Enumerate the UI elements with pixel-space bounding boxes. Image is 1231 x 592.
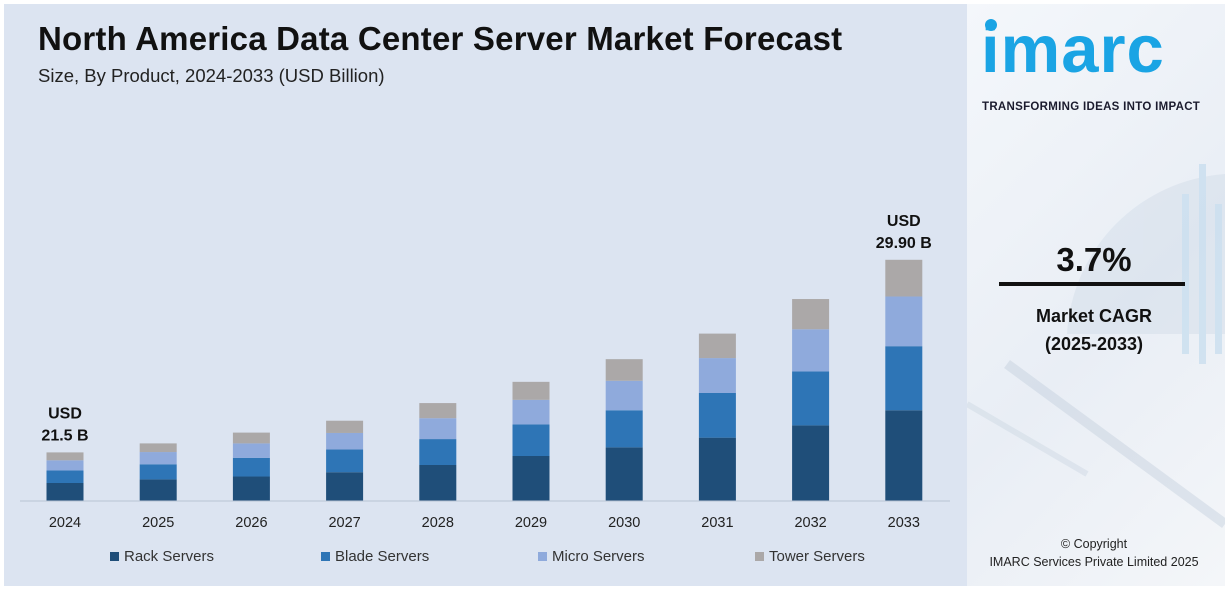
cagr-label-line2: (2025-2033) xyxy=(1044,334,1144,354)
legend-label: Rack Servers xyxy=(124,548,215,565)
x-tick-label-2032: 2032 xyxy=(794,515,826,531)
cagr-label: Market CAGR (2025-2033) xyxy=(967,302,1221,358)
logo-dot xyxy=(985,19,997,31)
brand-panel: imarc TRANSFORMING IDEAS INTO IMPACT 3.7… xyxy=(967,4,1225,586)
legend-label: Tower Servers xyxy=(769,548,865,565)
bar-segment-blade-servers-2026 xyxy=(232,457,270,477)
bar-segment-micro-servers-2027 xyxy=(326,432,364,450)
bar-segment-rack-servers-2030 xyxy=(605,447,643,501)
bar-segment-tower-servers-2031 xyxy=(698,333,736,359)
legend-swatch xyxy=(321,552,330,561)
chart-legend: Rack Servers Blade Servers Micro Servers To… xyxy=(110,548,955,565)
cagr-value: 3.7% xyxy=(1056,241,1132,278)
annotation-label-2024-line2: 21.5 B xyxy=(41,427,88,444)
bar-segment-micro-servers-2031 xyxy=(698,358,736,393)
legend-item-micro-servers: Micro Servers xyxy=(538,548,755,565)
stacked-bar-chart: 2024 2025 2026 2027 2028 2029 2030 2031 2032 2033… xyxy=(20,213,950,531)
x-tick-label-2029: 2029 xyxy=(515,515,547,531)
decorative-background-graphic xyxy=(967,164,1225,529)
bar-segment-blade-servers-2032 xyxy=(792,371,830,426)
legend-swatch xyxy=(755,552,764,561)
bar-segment-tower-servers-2027 xyxy=(326,420,364,433)
legend-label: Blade Servers xyxy=(335,548,430,565)
x-tick-label-2028: 2028 xyxy=(422,515,454,531)
bar-segment-blade-servers-2025 xyxy=(139,464,177,480)
x-tick-label-2031: 2031 xyxy=(701,515,733,531)
chart-subtitle: Size, By Product, 2024-2033 (USD Billion… xyxy=(38,65,385,86)
bar-segment-tower-servers-2032 xyxy=(792,299,830,330)
bar-segment-blade-servers-2030 xyxy=(605,410,643,448)
chart-title: North America Data Center Server Market … xyxy=(38,20,843,57)
bar-segment-tower-servers-2026 xyxy=(232,432,270,444)
annotation-label-2033-line1: USD xyxy=(887,213,921,230)
legend-swatch xyxy=(538,552,547,561)
cagr-divider xyxy=(999,282,1185,286)
bar-segment-micro-servers-2030 xyxy=(605,380,643,411)
legend-item-tower-servers: Tower Servers xyxy=(755,548,955,565)
imarc-logo: imarc xyxy=(981,12,1165,87)
bar-segment-rack-servers-2024 xyxy=(46,483,84,501)
bar-segment-rack-servers-2029 xyxy=(512,456,550,501)
bar-segment-rack-servers-2025 xyxy=(139,479,177,501)
annotation-label-2033-line2: 29.90 B xyxy=(876,235,932,252)
x-tick-label-2027: 2027 xyxy=(328,515,360,531)
legend-swatch xyxy=(110,552,119,561)
annotation-label-2024-line1: USD xyxy=(48,405,82,422)
bar-segment-rack-servers-2031 xyxy=(698,437,736,501)
bar-segment-blade-servers-2033 xyxy=(885,346,923,411)
legend-item-rack-servers: Rack Servers xyxy=(110,548,321,565)
x-tick-label-2026: 2026 xyxy=(235,515,267,531)
bar-segment-micro-servers-2026 xyxy=(232,443,270,458)
copyright-line1: © Copyright xyxy=(1060,537,1128,551)
cagr-label-line1: Market CAGR xyxy=(1035,306,1153,326)
bar-segment-tower-servers-2033 xyxy=(885,259,923,297)
bar-segment-tower-servers-2030 xyxy=(605,359,643,381)
x-tick-label-2030: 2030 xyxy=(608,515,640,531)
x-tick-label-2025: 2025 xyxy=(142,515,174,531)
bar-segment-micro-servers-2029 xyxy=(512,399,550,425)
brand-tagline: TRANSFORMING IDEAS INTO IMPACT xyxy=(982,101,1201,113)
bar-segment-micro-servers-2028 xyxy=(419,418,457,440)
bar-segment-blade-servers-2031 xyxy=(698,393,736,438)
x-tick-label-2024: 2024 xyxy=(49,515,81,531)
bar-segment-micro-servers-2032 xyxy=(792,329,830,372)
bar-segment-micro-servers-2024 xyxy=(46,460,84,471)
legend-label: Micro Servers xyxy=(552,548,645,565)
copyright-line2: IMARC Services Private Limited 2025 xyxy=(989,555,1199,569)
bar-segment-tower-servers-2024 xyxy=(46,452,84,461)
bar-segment-blade-servers-2028 xyxy=(419,439,457,465)
copyright: © Copyright IMARC Services Private Limit… xyxy=(967,535,1221,571)
bar-segment-micro-servers-2025 xyxy=(139,452,177,465)
bar-segment-tower-servers-2029 xyxy=(512,381,550,400)
bar-segment-rack-servers-2032 xyxy=(792,425,830,501)
bar-segment-blade-servers-2024 xyxy=(46,470,84,483)
bar-segment-blade-servers-2029 xyxy=(512,424,550,456)
bar-segment-blade-servers-2027 xyxy=(326,449,364,473)
bar-segment-micro-servers-2033 xyxy=(885,296,923,347)
bar-segment-rack-servers-2033 xyxy=(885,410,923,501)
bar-segment-rack-servers-2026 xyxy=(232,476,270,501)
bar-segment-tower-servers-2025 xyxy=(139,443,177,453)
bar-segment-rack-servers-2027 xyxy=(326,472,364,501)
bar-segment-rack-servers-2028 xyxy=(419,465,457,501)
legend-item-blade-servers: Blade Servers xyxy=(321,548,538,565)
bar-segment-tower-servers-2028 xyxy=(419,403,457,419)
x-tick-label-2033: 2033 xyxy=(888,515,920,531)
